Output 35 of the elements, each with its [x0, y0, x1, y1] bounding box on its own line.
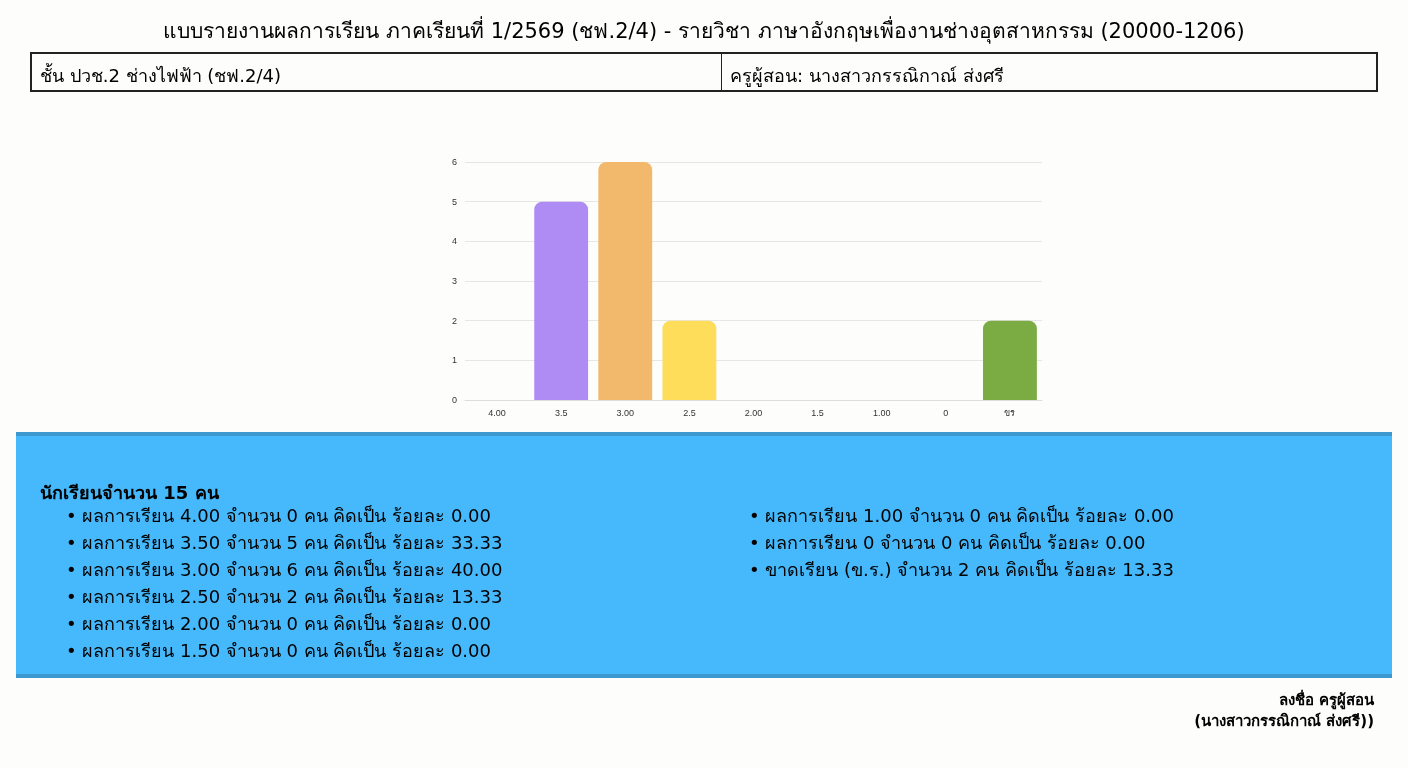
chart-title: แบบรายงานผลการเรียน ภาคเรียนที่ 1/2569 (ชฟ.2/4) - รายวิชา ภาษาอังกฤษเพื่องานช่างอุตสาหกรรม (20000-1206): [162, 15, 1246, 46]
y-tick-label: 5: [451, 196, 457, 207]
x-tick-label: 1.00: [872, 407, 891, 418]
text: • ขาดเรียน (ข.ร.) จำนวน 2 คน คิดเป็น ร้อยละ 13.33: [749, 558, 1174, 582]
y-tick-label: 1: [451, 355, 457, 366]
x-tick-label: 4.00: [488, 407, 506, 418]
y-tick-label: 6: [451, 157, 457, 167]
x-tick-label: 3.00: [616, 407, 635, 418]
text: • ผลการเรียน 3.00 จำนวน 6 คน คิดเป็น ร้อยละ 40.00: [66, 558, 503, 582]
text: • ผลการเรียน 1.00 จำนวน 0 คน คิดเป็น ร้อยละ 0.00: [749, 504, 1174, 528]
y-tick-label: 0: [451, 395, 457, 405]
y-tick-label: 4: [451, 236, 457, 247]
text: • ผลการเรียน 2.50 จำนวน 2 คน คิดเป็น ร้อยละ 13.33: [66, 585, 503, 609]
text: ครูผู้สอน: นางสาวกรรณิกาณ์ ส่งศรี: [729, 64, 1005, 89]
bar: [662, 320, 717, 400]
y-tick-label: 3: [451, 276, 457, 286]
x-tick-label: 1.5: [811, 407, 824, 418]
text: ลงชื่อ ครูผู้สอน: [1277, 690, 1374, 711]
text: (นางสาวกรรณิกาณ์ ส่งศรี)): [1194, 711, 1374, 732]
x-tick-label: 2.00: [744, 407, 763, 418]
x-tick-label: 3.5: [554, 407, 568, 418]
x-tick-label: ขร: [1004, 407, 1016, 418]
text: • ผลการเรียน 0 จำนวน 0 คน คิดเป็น ร้อยละ 0.00: [749, 531, 1147, 555]
text: • ผลการเรียน 4.00 จำนวน 0 คน คิดเป็น ร้อยละ 0.00: [66, 504, 492, 528]
bar: [983, 320, 1037, 400]
text: • ผลการเรียน 1.50 จำนวน 0 คน คิดเป็น ร้อยละ 0.00: [66, 639, 492, 663]
text: • ผลการเรียน 3.50 จำนวน 5 คน คิดเป็น ร้อยละ 33.33: [66, 531, 503, 555]
x-tick-label: 0: [943, 407, 949, 418]
bar: [534, 201, 589, 400]
y-tick-label: 2: [451, 315, 457, 326]
bar: [598, 162, 653, 400]
text: ชั้น ปวช.2 ช่างไฟฟ้า (ชฟ.2/4): [32, 54, 722, 90]
text: • ผลการเรียน 2.00 จำนวน 0 คน คิดเป็น ร้อยละ 0.00: [66, 612, 492, 636]
x-tick-label: 2.5: [683, 407, 696, 418]
text: นักเรียนจำนวน 15 คน: [40, 482, 219, 503]
